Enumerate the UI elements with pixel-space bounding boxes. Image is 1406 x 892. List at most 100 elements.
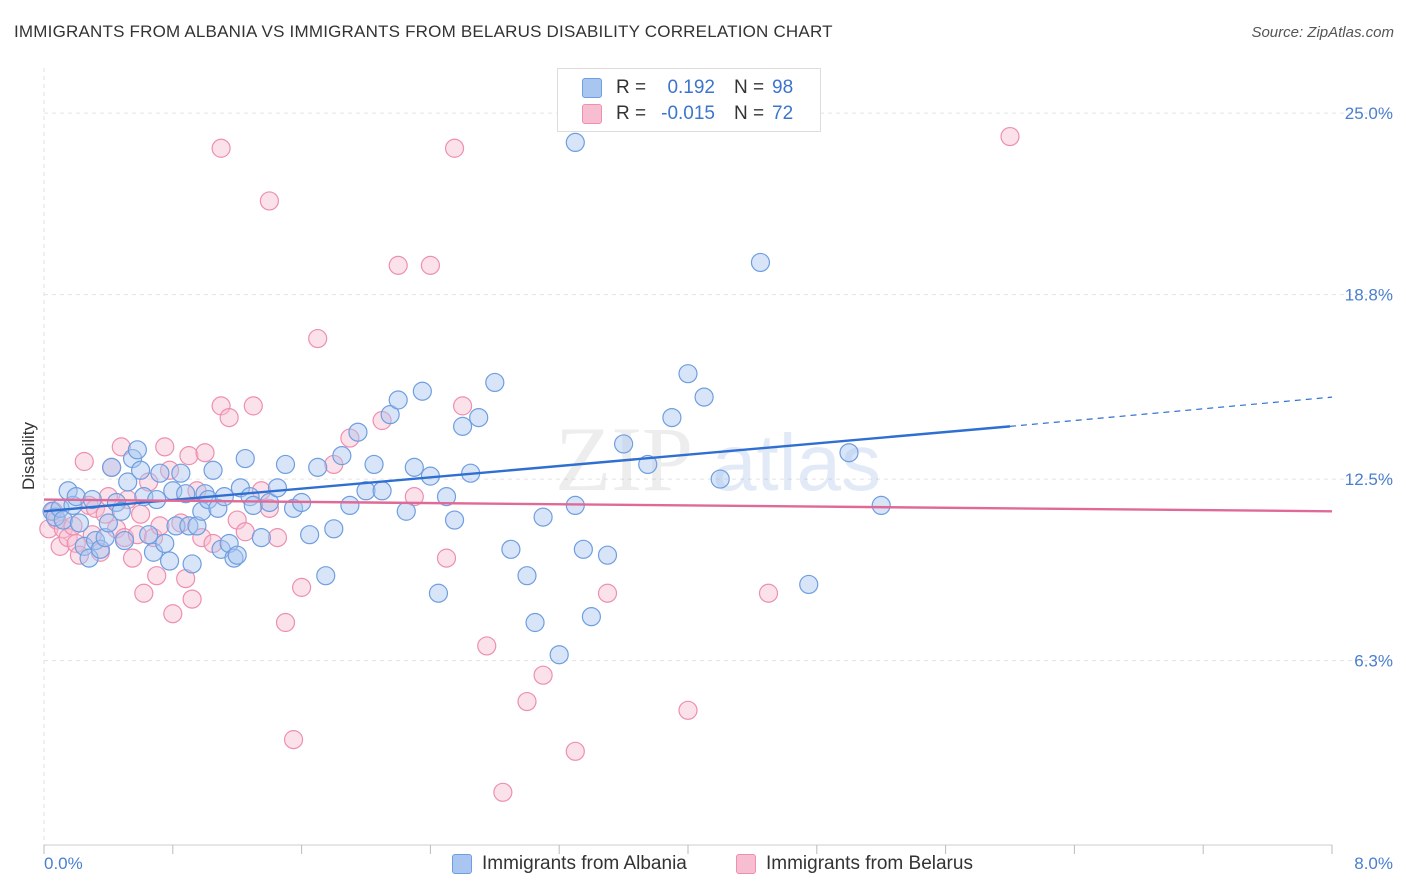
belarus-point [192,528,212,548]
albania-point [95,528,115,548]
belarus-point [565,741,585,761]
belarus-point [243,396,263,416]
albania-point [127,440,147,460]
trend-lines [43,396,1333,513]
belarus-swatch [582,104,602,124]
n-label: N = [734,103,765,124]
albania-point [871,495,891,516]
watermark-zip: ZIP [555,408,693,510]
albania-point [316,566,336,586]
belarus-point [219,407,239,428]
y-tick-label: 6.3% [1354,652,1393,671]
albania-point [235,448,255,469]
albania-point [159,551,180,571]
albania-point [428,583,449,603]
watermark: ZIP atlas [555,408,881,510]
belarus-point [283,730,304,750]
albania-point [118,472,138,492]
belarus-point [259,498,279,518]
albania-legend-label: Immigrants from Albania [482,853,687,874]
albania-point [155,533,175,554]
albania-point [131,460,151,480]
albania-point [208,498,228,518]
albania-trend-line [43,425,1011,513]
belarus-point [477,636,497,656]
albania-point [275,454,296,475]
y-tick-label: 18.8% [1345,286,1393,305]
albania-point [66,487,86,507]
albania-point [436,487,457,507]
belarus-point [155,437,175,457]
albania-point [324,519,344,539]
belarus-point [1000,126,1020,147]
belarus-point [758,583,779,603]
belarus-point [493,782,513,802]
albania-point [581,607,602,627]
albania-point [799,574,819,595]
albania-point [364,454,384,475]
albania-point [750,252,771,273]
belarus-point [292,577,312,597]
albania-point [517,566,537,586]
belarus-point [267,528,288,548]
belarus-point [163,604,183,624]
albania-point [300,525,320,545]
belarus-point [179,446,199,466]
albania-point [114,530,135,551]
albania-point [485,372,505,393]
belarus-point [420,255,440,275]
watermark-atlas: atlas [712,418,881,507]
albania-point [412,381,432,401]
x-tick-label-max: 8.0% [1354,854,1393,873]
belarus-point [259,191,279,211]
albania-point [662,407,682,428]
albania-point [549,645,569,665]
albania-point [444,510,465,530]
albania-point [710,469,730,489]
albania-point [613,434,634,454]
albania-point [404,457,424,477]
belarus-point [111,437,131,457]
albania-point [139,525,159,545]
belarus-point [74,451,94,472]
belarus-point [308,328,328,349]
albania-point [380,405,400,425]
albania-point [203,460,223,480]
albania-point [224,548,244,568]
albania-point [179,516,199,536]
belarus-point [533,665,553,685]
albania-point [69,513,90,533]
r-value: -0.015 [661,103,715,124]
albania-point [525,612,545,633]
albania-point [243,495,263,516]
r-label: R = [616,77,647,98]
belarus-point [195,443,215,463]
belarus-point [678,700,698,720]
albania-point [469,407,489,428]
albania-legend-swatch [452,854,472,874]
belarus-point [131,504,151,524]
albania-point [267,478,288,498]
n-value: 98 [772,77,794,98]
albania-point [453,416,473,436]
belarus-point [597,583,618,603]
albania-trend-extension [1009,396,1333,427]
belarus-point [388,255,408,275]
albania-point [372,481,392,501]
belarus-point [275,612,296,633]
belarus-trend-line [43,498,1333,513]
belarus-legend-swatch [736,854,756,874]
albania-point [396,501,416,521]
albania-point [533,507,553,527]
belarus-point [453,396,473,416]
source-label: Source: ZipAtlas.com [1251,24,1394,41]
belarus-point [211,138,231,158]
stats-legend: R = 0.192 N = 98 R = -0.015 N = 72 [557,68,821,132]
belarus-point [134,583,154,603]
albania-swatch [582,78,602,98]
albania-point [565,132,585,153]
r-value: 0.192 [667,77,715,98]
n-value: 72 [772,103,794,124]
albania-point [388,390,408,410]
